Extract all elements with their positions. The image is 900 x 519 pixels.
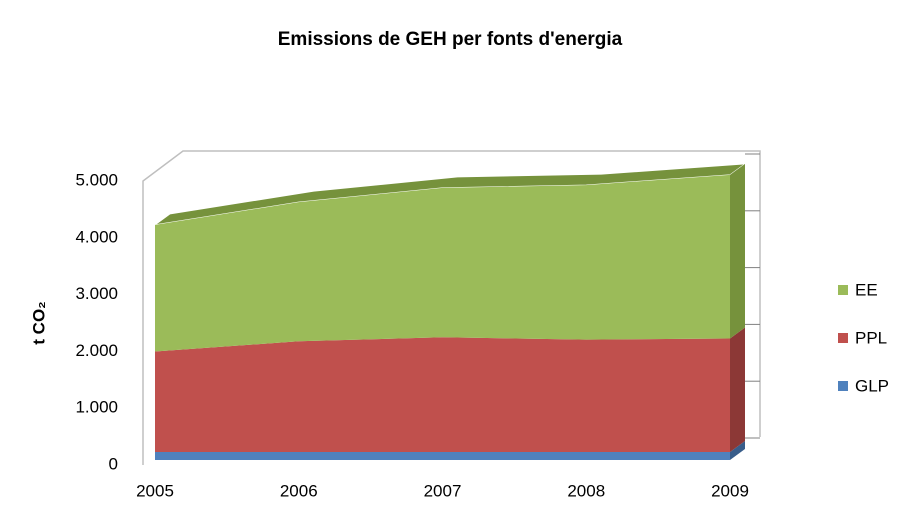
y-tick-label: 5.000 (75, 170, 118, 189)
legend-swatch (838, 381, 848, 391)
x-tick-label: 2005 (136, 481, 174, 500)
area (155, 174, 730, 352)
area-side (730, 327, 745, 453)
chart-title: Emissions de GEH per fonts d'energia (278, 29, 623, 50)
legend-label: GLP (855, 376, 889, 395)
x-tick-label: 2006 (280, 481, 318, 500)
back-wall (142, 150, 761, 465)
area (155, 337, 730, 453)
x-tick-label: 2008 (567, 481, 605, 500)
y-tick-label: 1.000 (75, 398, 118, 417)
y-axis-label: t CO₂ (29, 301, 48, 344)
x-tick-label: 2007 (424, 481, 462, 500)
area (155, 452, 730, 460)
area-side (730, 441, 745, 460)
y-tick-label: 2.000 (75, 341, 118, 360)
y-tick-label: 0 (109, 454, 118, 473)
legend-label: PPL (855, 328, 887, 347)
legend-swatch (838, 285, 848, 295)
y-tick-label: 3.000 (75, 284, 118, 303)
legend-swatch (838, 333, 848, 343)
area-side (730, 163, 745, 339)
legend-label: EE (855, 280, 878, 299)
x-tick-label: 2009 (711, 481, 749, 500)
y-tick-label: 4.000 (75, 227, 118, 246)
